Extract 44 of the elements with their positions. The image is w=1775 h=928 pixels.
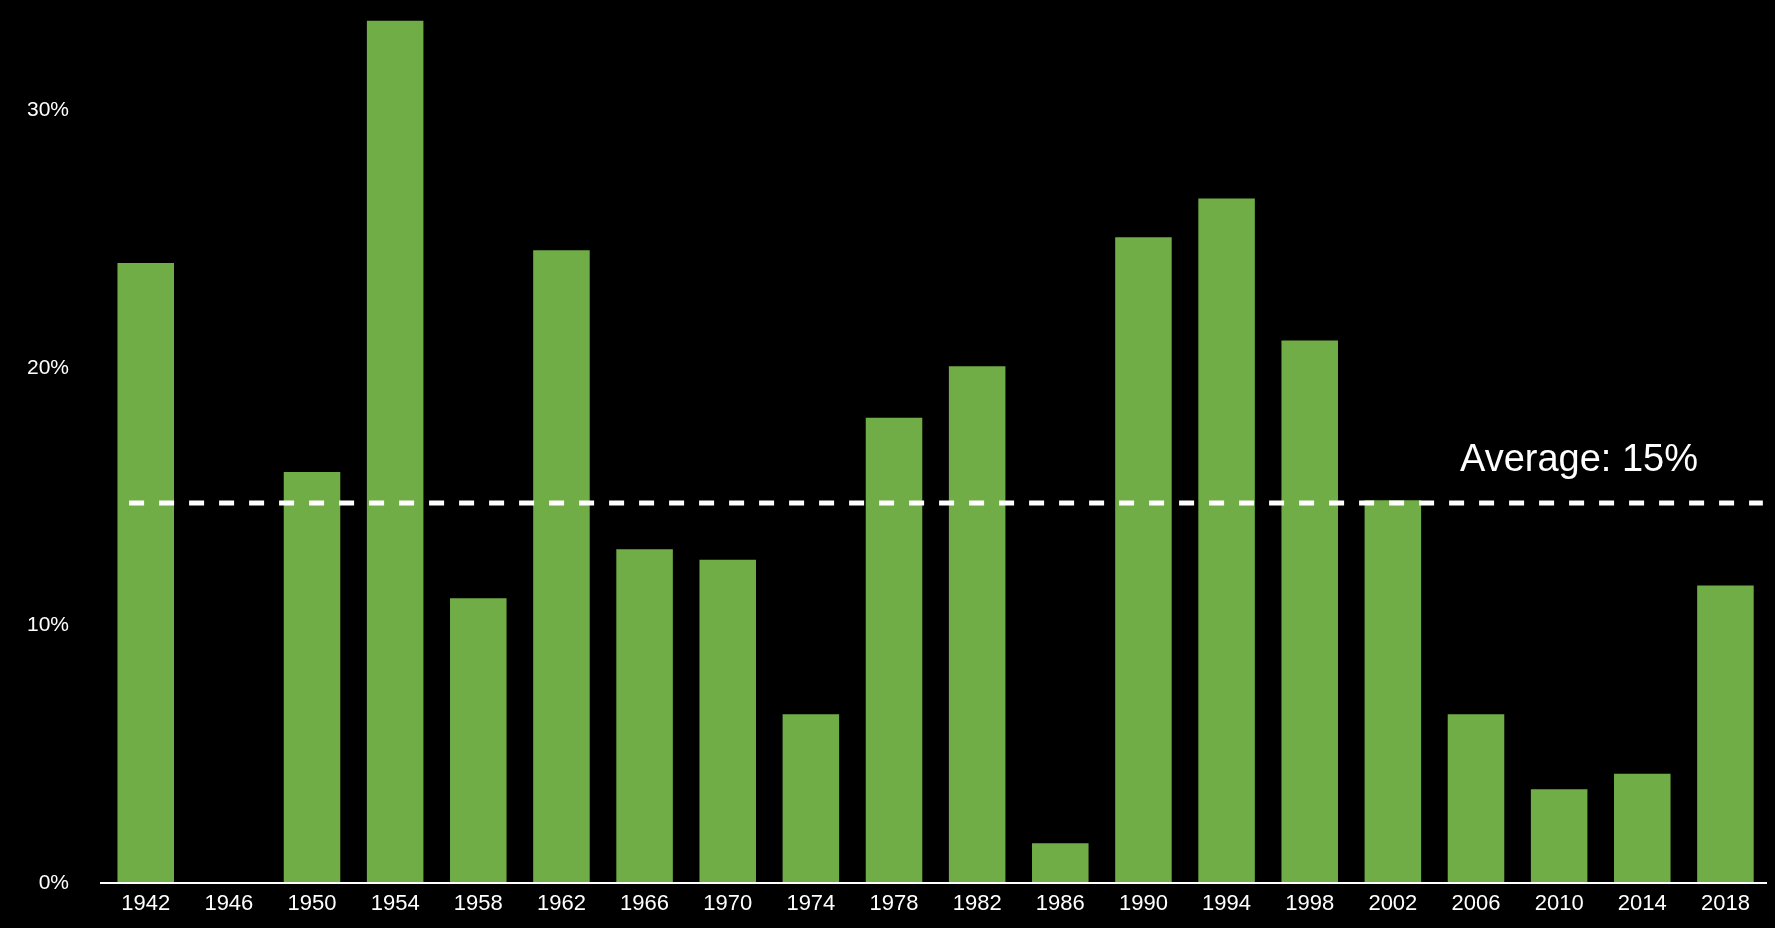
- bar: [1697, 585, 1754, 882]
- bar: [366, 20, 424, 882]
- x-tick-label: 1962: [536, 890, 586, 916]
- bar: [1447, 714, 1505, 882]
- x-tick-label: 1970: [703, 890, 753, 916]
- bar: [283, 471, 341, 882]
- bar: [1032, 843, 1089, 882]
- x-tick-label: 2010: [1534, 890, 1584, 916]
- y-tick-label: 20%: [26, 354, 69, 378]
- x-tick-label: 2018: [1700, 890, 1750, 916]
- x-tick-label: 2006: [1451, 890, 1501, 916]
- ref-line-label: Average: 15%: [1460, 437, 1699, 479]
- bar: [1198, 198, 1255, 882]
- bar: [948, 366, 1006, 882]
- y-tick-label: 10%: [26, 612, 69, 636]
- x-tick-label: 2002: [1368, 890, 1418, 916]
- x-tick-label: 1950: [287, 890, 337, 916]
- bar: [533, 250, 590, 882]
- bar: [1281, 340, 1338, 882]
- x-tick-label: 2014: [1617, 890, 1667, 916]
- x-tick-label: 1986: [1035, 890, 1085, 916]
- bar: [1364, 500, 1422, 882]
- bar: [1530, 789, 1588, 882]
- bar: [1614, 773, 1671, 882]
- bar: [450, 598, 507, 882]
- x-tick-label: 1994: [1202, 890, 1252, 916]
- x-tick-label: 1942: [121, 890, 171, 916]
- x-tick-label: 1954: [370, 890, 420, 916]
- x-tick-label: 1958: [453, 890, 503, 916]
- bar: [782, 714, 840, 882]
- y-tick-label: 0%: [38, 870, 69, 894]
- x-tick-label: 1966: [620, 890, 670, 916]
- bar: [699, 559, 756, 882]
- x-tick-label: 1946: [204, 890, 254, 916]
- bar: [865, 417, 923, 882]
- x-tick-label: 1998: [1285, 890, 1335, 916]
- bar: [616, 549, 673, 882]
- y-tick-label: 30%: [26, 96, 69, 120]
- bar: [1115, 237, 1172, 882]
- x-tick-label: 1974: [786, 890, 836, 916]
- x-tick-label: 1982: [952, 890, 1002, 916]
- bar: [117, 263, 174, 882]
- x-tick-label: 1990: [1118, 890, 1168, 916]
- x-tick-label: 1978: [869, 890, 919, 916]
